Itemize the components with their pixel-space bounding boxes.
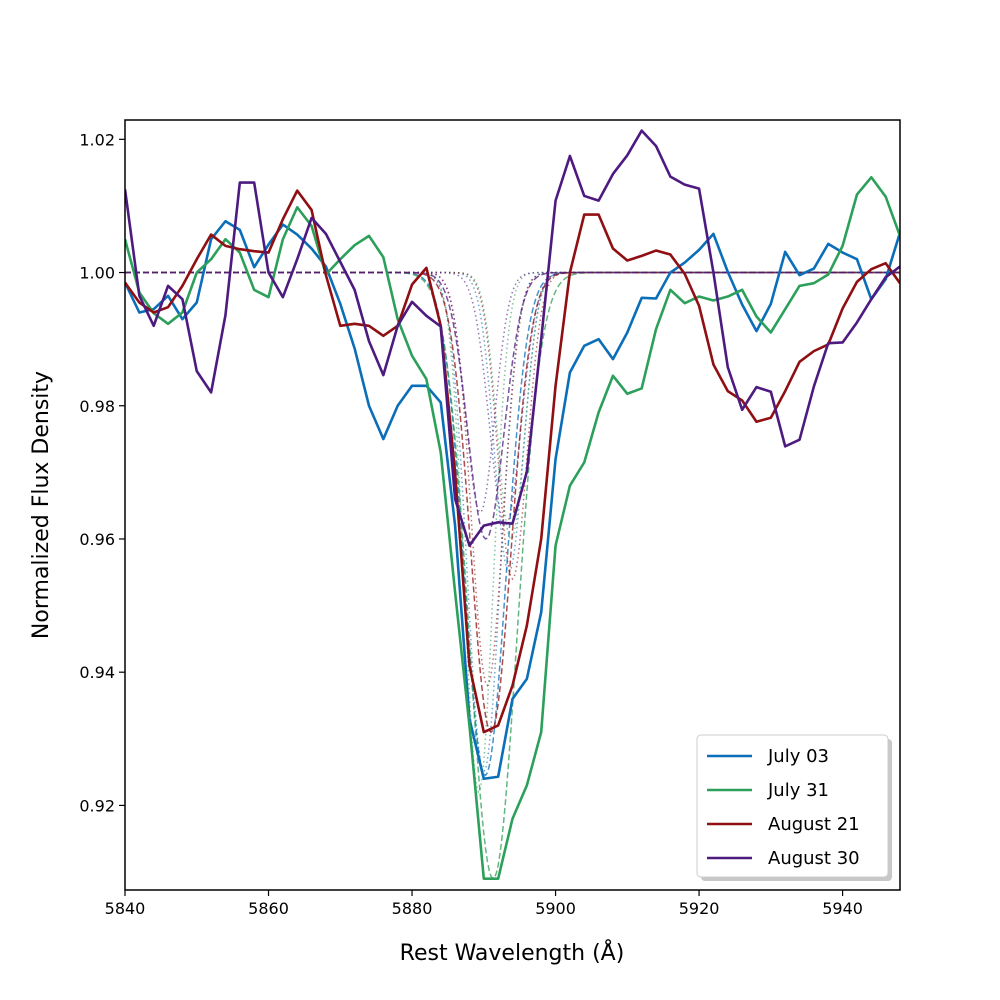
legend-label-august-21: August 21 [768, 814, 860, 835]
y-tick-label: 0.92 [79, 796, 115, 815]
legend: July 03 July 31 August 21 August 30 [696, 734, 892, 881]
legend-label-august-30: August 30 [768, 848, 860, 869]
series-line-august-30 [125, 129, 900, 547]
x-tick-label: 5920 [679, 899, 720, 918]
fit-july-03-dotted-2 [125, 271, 900, 574]
fit-august-30-dotted-2 [125, 271, 900, 527]
series-line-august-21 [125, 189, 900, 734]
data-series-lines [125, 129, 900, 880]
x-axis-ticks: 5840 5860 5880 5900 5920 5940 [105, 890, 863, 918]
legend-label-july-03: July 03 [767, 746, 829, 767]
model-fit-lines [125, 271, 900, 880]
y-axis-label: Normalized Flux Density [29, 371, 54, 639]
y-tick-label: 0.98 [79, 397, 115, 416]
series-line-july-31 [125, 175, 900, 880]
x-tick-label: 5900 [535, 899, 576, 918]
x-tick-label: 5840 [105, 899, 146, 918]
y-tick-label: 0.94 [79, 663, 115, 682]
series-line-july-03 [125, 219, 900, 781]
y-axis-ticks: 0.92 0.94 0.96 0.98 1.00 1.02 [79, 130, 125, 815]
y-tick-label: 1.00 [79, 264, 115, 283]
plot-frame [124, 119, 901, 891]
y-tick-label: 0.96 [79, 530, 115, 549]
x-tick-label: 5880 [392, 899, 433, 918]
x-axis-label: Rest Wavelength (Å) [400, 939, 625, 966]
legend-box [696, 734, 889, 878]
y-tick-label: 1.02 [79, 130, 115, 149]
fit-august-21-dotted-2 [125, 271, 900, 581]
x-tick-label: 5940 [822, 899, 863, 918]
legend-label-july-31: July 31 [767, 780, 829, 801]
x-tick-label: 5860 [248, 899, 289, 918]
